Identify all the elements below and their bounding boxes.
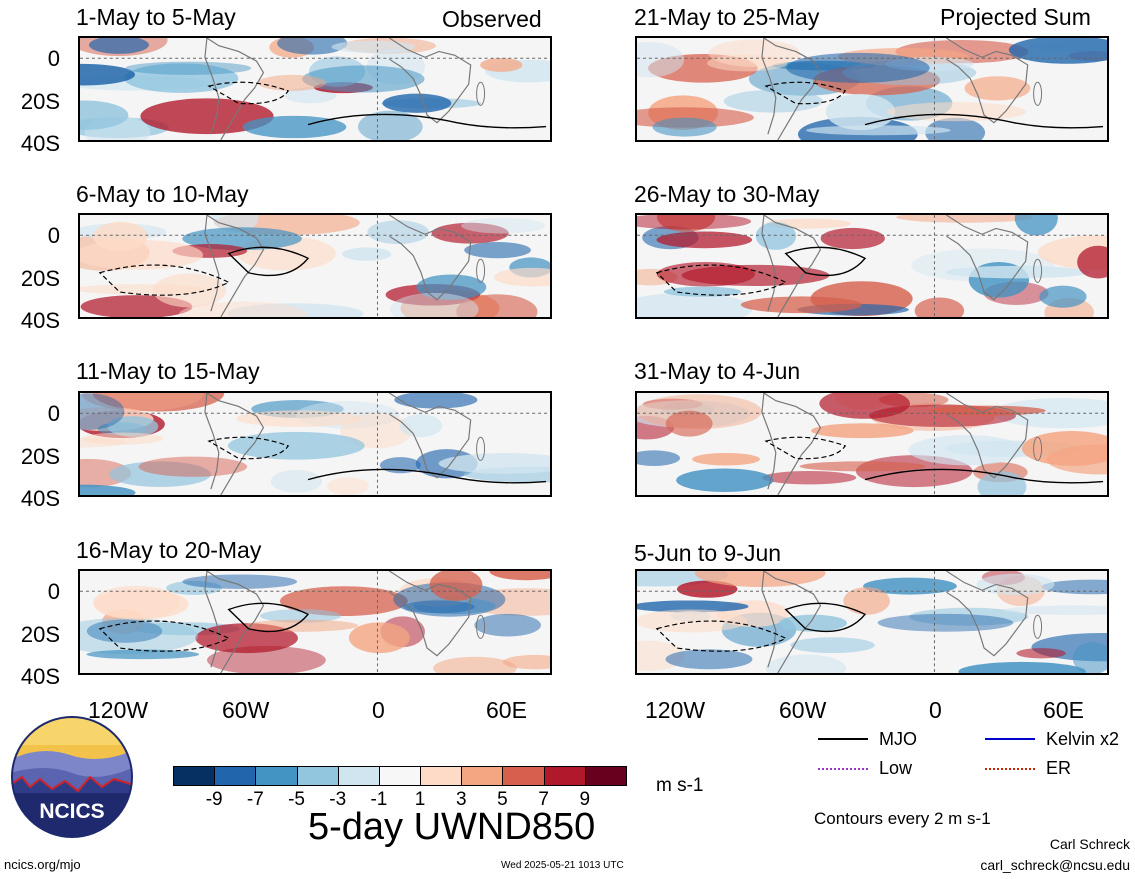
y-tick-label: 0 bbox=[47, 401, 60, 426]
projected-sum-label: Projected Sum bbox=[940, 4, 1091, 30]
x-tick-label: 60E bbox=[1043, 697, 1084, 723]
colorbar-swatch bbox=[296, 766, 339, 786]
x-tick-label: 0 bbox=[372, 697, 385, 723]
colorbar-swatch bbox=[255, 766, 298, 786]
y-tick-label: 40S bbox=[20, 131, 60, 156]
mjo-legend-line bbox=[818, 738, 868, 740]
colorbar-label: -1 bbox=[370, 789, 388, 810]
colorbar-label: 7 bbox=[538, 789, 549, 810]
y-tick-label: 0 bbox=[47, 223, 60, 248]
map-panel bbox=[78, 213, 552, 319]
y-tick-label: 20S bbox=[20, 622, 60, 647]
panel-title: 16-May to 20-May bbox=[76, 537, 262, 563]
x-tick-label: 0 bbox=[929, 697, 942, 723]
x-tick-label: 60W bbox=[779, 697, 827, 723]
colorbar-label: 3 bbox=[455, 789, 467, 810]
map-panel bbox=[78, 569, 552, 675]
y-tick-label: 20S bbox=[20, 266, 60, 291]
x-tick-label: 120W bbox=[645, 697, 706, 723]
panel-title: 5-Jun to 9-Jun bbox=[634, 540, 782, 566]
y-tick-label: 20S bbox=[20, 89, 60, 114]
colorbar-swatch bbox=[337, 766, 380, 786]
colorbar-swatch bbox=[214, 766, 257, 786]
colorbar-swatch bbox=[378, 766, 422, 786]
colorbar-swatch bbox=[584, 766, 627, 786]
source-url[interactable]: ncics.org/mjo bbox=[4, 857, 81, 872]
kelvin-legend-line bbox=[985, 738, 1035, 740]
main-title: 5-day UWND850 bbox=[308, 806, 596, 848]
er-legend-line bbox=[985, 768, 1035, 770]
y-tick-label: 40S bbox=[20, 308, 60, 333]
timestamp: Wed 2025-05-21 1013 UTC bbox=[501, 860, 624, 871]
colorbar-label: 1 bbox=[414, 789, 426, 810]
low-legend-label: Low bbox=[879, 758, 913, 778]
colorbar-swatch bbox=[173, 766, 216, 786]
author-email[interactable]: carl_schreck@ncsu.edu bbox=[980, 857, 1130, 873]
colorbar-swatch bbox=[461, 766, 504, 786]
colorbar-label: -3 bbox=[329, 789, 347, 810]
colorbar-label: 5 bbox=[497, 789, 508, 810]
mjo-legend-label: MJO bbox=[879, 729, 917, 749]
panel-title: 6-May to 10-May bbox=[76, 181, 249, 207]
y-tick-label: 0 bbox=[47, 579, 60, 604]
y-tick-label: 0 bbox=[47, 46, 60, 71]
colorbar-label: 9 bbox=[579, 789, 591, 810]
y-tick-label: 20S bbox=[20, 444, 60, 469]
author: Carl Schreck bbox=[1049, 836, 1130, 852]
colorbar-label: -9 bbox=[205, 789, 223, 810]
map-panel bbox=[78, 36, 552, 142]
map-panel bbox=[635, 213, 1109, 319]
observed-label: Observed bbox=[442, 6, 542, 32]
panel-title: 21-May to 25-May bbox=[634, 4, 820, 30]
x-tick-label: 60W bbox=[222, 697, 270, 723]
er-legend-label: ER bbox=[1046, 758, 1072, 778]
colorbar-swatch bbox=[502, 766, 545, 786]
map-panel bbox=[78, 391, 552, 497]
map-panel bbox=[635, 569, 1109, 675]
low-legend-line bbox=[818, 768, 868, 770]
x-tick-label: 120W bbox=[88, 697, 149, 723]
colorbar-label: -7 bbox=[246, 789, 264, 810]
panel-title: 26-May to 30-May bbox=[634, 181, 820, 207]
panel-title: 1-May to 5-May bbox=[76, 4, 236, 30]
colorbar-label: -5 bbox=[288, 789, 305, 810]
kelvin-legend-label: Kelvin x2 bbox=[1046, 729, 1120, 749]
colorbar-swatch bbox=[420, 766, 463, 786]
ncics-logo: NCICS bbox=[10, 715, 134, 839]
colorbar-units: m s-1 bbox=[656, 775, 704, 796]
map-panel bbox=[635, 36, 1109, 142]
y-tick-label: 40S bbox=[20, 486, 60, 511]
y-tick-label: 40S bbox=[20, 664, 60, 689]
colorbar bbox=[173, 766, 627, 786]
map-panel bbox=[635, 391, 1109, 497]
colorbar-swatch bbox=[543, 766, 586, 786]
logo-text: NCICS bbox=[39, 800, 104, 823]
panel-title: 31-May to 4-Jun bbox=[634, 358, 801, 384]
panel-title: 11-May to 15-May bbox=[76, 358, 260, 384]
x-tick-label: 60E bbox=[486, 697, 527, 723]
contours-note: Contours every 2 m s-1 bbox=[814, 809, 991, 828]
